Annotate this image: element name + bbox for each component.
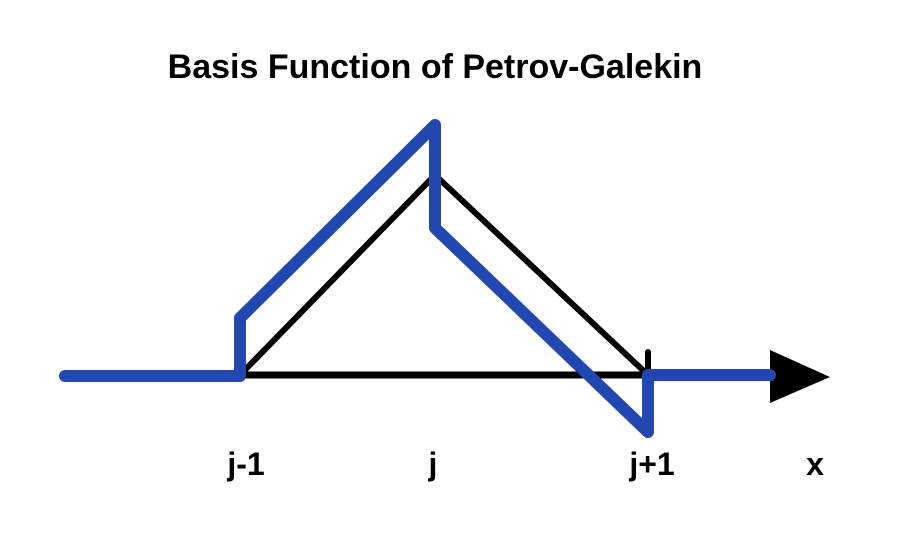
label-j-plus-1: j+1 [628, 446, 674, 482]
galerkin-hat-function [237, 172, 651, 378]
diagram-title: Basis Function of Petrov-Galekin [168, 48, 703, 86]
x-axis-arrowhead [770, 350, 830, 403]
label-j-minus-1: j-1 [226, 446, 264, 482]
label-j: j [428, 446, 438, 482]
petrov-galerkin-basis-function [59, 119, 776, 438]
x-axis-label: x [806, 446, 824, 482]
